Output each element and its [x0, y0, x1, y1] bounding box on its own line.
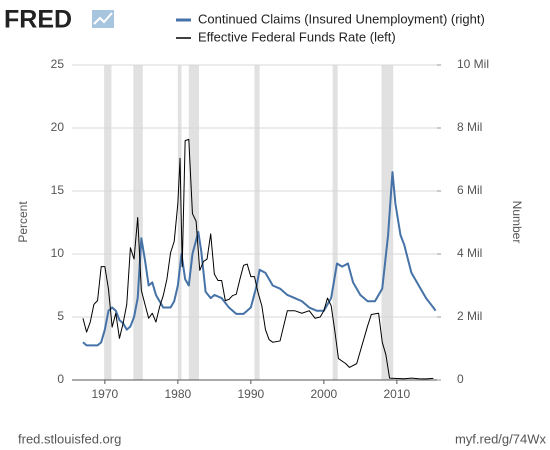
recession-band — [381, 65, 394, 380]
x-tick-label: 1970 — [91, 387, 118, 401]
recession-band — [332, 65, 338, 380]
recession-band — [188, 65, 200, 380]
source: fred.stlouisfed.org — [18, 431, 121, 446]
y2-axis-label: Number — [510, 201, 524, 244]
y2-tick-label: 10 Mil — [457, 57, 489, 71]
y2-tick-label: 0 — [457, 372, 464, 386]
series-line — [82, 171, 437, 347]
plot: 0 5 10 15 20 25 0 2 Mil 4 Mil 6 Mil 8 Mil 10 Mil 197… — [51, 57, 489, 401]
recession-band — [254, 65, 260, 380]
y-tick-label: 0 — [57, 372, 64, 386]
x-tick-label: 1980 — [164, 387, 191, 401]
recession-band — [177, 65, 182, 380]
x-tick-label: 2000 — [310, 387, 337, 401]
logo: FRED — [4, 6, 72, 34]
x-tick-label: 1990 — [237, 387, 264, 401]
y-tick-label: 5 — [57, 309, 64, 323]
logo-icon — [92, 10, 114, 28]
y2-tick-label: 6 Mil — [457, 183, 482, 197]
y2-tick-label: 2 Mil — [457, 309, 482, 323]
legend-label: Effective Federal Funds Rate (left) — [198, 29, 396, 44]
legend-label: Continued Claims (Insured Unemployment) … — [198, 11, 485, 26]
y-tick-label: 10 — [51, 246, 65, 260]
recession-band — [104, 65, 112, 380]
x-tick-label: 2010 — [383, 387, 410, 401]
y2-tick-label: 8 Mil — [457, 120, 482, 134]
y2-tick-label: 4 Mil — [457, 246, 482, 260]
y-tick-label: 25 — [51, 57, 65, 71]
y-tick-label: 15 — [51, 183, 65, 197]
link: myf.red/g/74Wx — [455, 431, 547, 446]
y-axis-label: Percent — [16, 201, 30, 243]
series-line — [82, 138, 434, 380]
y-tick-label: 20 — [51, 120, 65, 134]
